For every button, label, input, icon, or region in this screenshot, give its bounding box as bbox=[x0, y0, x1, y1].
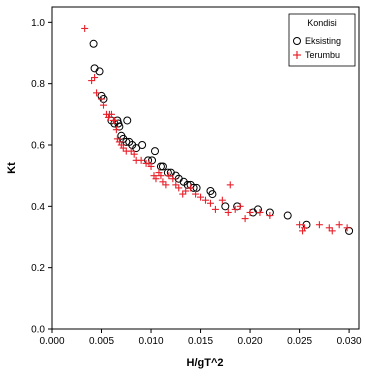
data-point-terumbu bbox=[296, 221, 304, 229]
data-point-terumbu bbox=[81, 24, 89, 32]
data-point-terumbu bbox=[202, 196, 209, 204]
data-point-terumbu bbox=[107, 110, 115, 118]
data-point-terumbu bbox=[241, 215, 249, 223]
data-point-eksisting bbox=[138, 141, 147, 149]
data-point-terumbu bbox=[335, 221, 343, 229]
legend-label-eksisting: Eksisting bbox=[305, 36, 341, 46]
data-point-terumbu bbox=[130, 150, 138, 158]
data-point-terumbu bbox=[162, 181, 170, 189]
x-axis-ticks: 0.000 0.005 0.010 0.015 0.020 0.025 0.030 bbox=[39, 329, 362, 347]
data-point-terumbu bbox=[187, 184, 195, 192]
data-point-eksisting bbox=[221, 202, 230, 211]
data-point-terumbu bbox=[197, 193, 205, 201]
x-tick-label: 0.030 bbox=[337, 336, 362, 347]
legend-label-terumbu: Terumbu bbox=[305, 50, 340, 60]
x-tick-label: 0.005 bbox=[89, 336, 114, 347]
legend-marker-terumbu bbox=[293, 51, 301, 59]
x-tick-label: 0.020 bbox=[238, 336, 263, 347]
data-point-terumbu bbox=[226, 181, 234, 189]
data-point-terumbu bbox=[211, 205, 219, 213]
legend-box bbox=[288, 13, 356, 67]
x-tick-label: 0.015 bbox=[188, 336, 213, 347]
data-point-terumbu bbox=[236, 202, 244, 210]
data-point-eksisting bbox=[89, 39, 98, 48]
data-point-terumbu bbox=[152, 175, 160, 183]
data-point-terumbu bbox=[93, 89, 101, 97]
y-tick-label: 0.8 bbox=[31, 79, 45, 90]
x-tick-label: 0.010 bbox=[139, 336, 164, 347]
data-point-terumbu bbox=[91, 74, 99, 82]
data-point-eksisting bbox=[158, 162, 167, 171]
data-point-terumbu bbox=[172, 181, 180, 189]
data-point-terumbu bbox=[206, 199, 214, 207]
data-point-terumbu bbox=[266, 212, 274, 220]
data-point-terumbu bbox=[179, 190, 187, 198]
legend-title: Kondisi bbox=[307, 18, 337, 28]
data-point-eksisting bbox=[156, 162, 165, 171]
data-point-terumbu bbox=[104, 113, 112, 121]
x-axis-label: H/gT^2 bbox=[187, 357, 224, 369]
data-point-terumbu bbox=[147, 162, 155, 170]
data-point-terumbu bbox=[325, 224, 333, 232]
data-point-terumbu bbox=[328, 227, 336, 235]
data-point-terumbu bbox=[112, 126, 120, 134]
data-point-terumbu bbox=[119, 144, 127, 152]
data-point-terumbu bbox=[159, 178, 167, 186]
y-tick-label: 0.2 bbox=[31, 263, 45, 274]
data-point-terumbu bbox=[256, 208, 264, 216]
y-axis-label: Kt bbox=[6, 162, 18, 174]
data-point-terumbu bbox=[231, 205, 239, 213]
data-point-terumbu bbox=[224, 208, 232, 216]
y-tick-label: 0.0 bbox=[31, 325, 45, 336]
data-point-eksisting bbox=[150, 147, 159, 156]
x-tick-label: 0.025 bbox=[287, 336, 312, 347]
data-point-terumbu bbox=[343, 224, 351, 232]
data-point-eksisting bbox=[283, 211, 292, 220]
data-point-terumbu bbox=[165, 172, 173, 180]
series-terumbu bbox=[81, 24, 351, 235]
data-point-eksisting bbox=[95, 67, 104, 76]
data-point-terumbu bbox=[98, 95, 106, 103]
y-tick-label: 1.0 bbox=[31, 18, 45, 29]
data-point-eksisting bbox=[208, 190, 217, 199]
data-point-eksisting bbox=[123, 116, 132, 125]
data-point-terumbu bbox=[246, 208, 254, 216]
x-tick-label: 0.000 bbox=[39, 336, 64, 347]
data-point-terumbu bbox=[88, 77, 96, 85]
data-point-terumbu bbox=[157, 172, 165, 180]
data-point-terumbu bbox=[169, 175, 177, 183]
data-point-terumbu bbox=[182, 187, 190, 195]
data-point-terumbu bbox=[127, 147, 135, 155]
data-point-terumbu bbox=[175, 184, 183, 192]
y-axis-ticks: 0.0 0.2 0.4 0.6 0.8 1.0 bbox=[31, 18, 52, 336]
legend: Kondisi Eksisting Terumbu bbox=[288, 13, 356, 67]
data-point-terumbu bbox=[315, 221, 323, 229]
data-point-terumbu bbox=[192, 190, 200, 198]
data-point-terumbu bbox=[218, 196, 226, 204]
y-tick-label: 0.6 bbox=[31, 141, 45, 152]
legend-marker-eksisting bbox=[293, 37, 301, 45]
data-point-terumbu bbox=[301, 224, 309, 232]
data-point-terumbu bbox=[110, 116, 118, 124]
data-point-terumbu bbox=[137, 156, 145, 164]
y-tick-label: 0.4 bbox=[31, 202, 45, 213]
data-point-terumbu bbox=[99, 101, 107, 109]
